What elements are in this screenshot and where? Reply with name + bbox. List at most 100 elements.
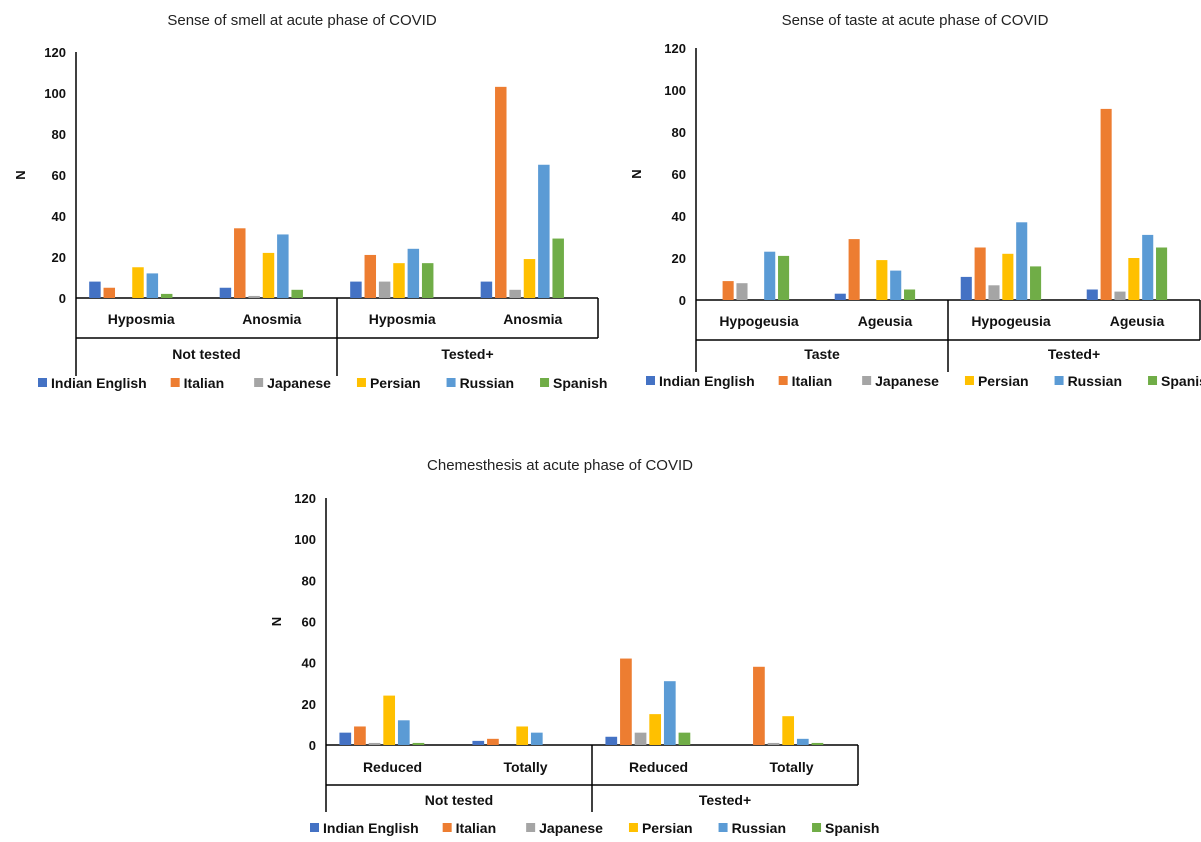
bar [364, 254, 377, 298]
x-group-label: Tested+ [441, 346, 493, 362]
bar [904, 289, 916, 300]
legend-swatch [862, 376, 872, 385]
legend-label: Spanish [825, 820, 879, 836]
y-axis-label: N [269, 617, 284, 626]
y-tick-label: 80 [672, 125, 686, 140]
legend: Indian English Italian Japanese Persian Russ… [646, 373, 1201, 389]
legend-label: Persian [978, 373, 1029, 389]
bar [495, 86, 507, 298]
y-tick-label: 60 [52, 168, 66, 183]
chart-title: Chemesthesis at acute phase of COVID [427, 457, 693, 474]
bar [509, 289, 521, 298]
legend-swatch [170, 378, 180, 387]
bar [753, 666, 765, 745]
legend-swatch [446, 378, 456, 387]
x-tick-label: Reduced [363, 759, 422, 775]
legend-swatch [718, 823, 728, 832]
bar [146, 273, 159, 298]
legend-swatch [1148, 376, 1158, 385]
chart-2: Sense of taste at acute phase of COVID 0 2… [629, 12, 1201, 389]
bar [368, 742, 381, 745]
bar [397, 720, 410, 745]
bar [1030, 266, 1042, 300]
bar [848, 239, 860, 300]
legend-swatch [778, 376, 788, 385]
y-tick-label: 0 [679, 293, 686, 308]
y-tick-label: 80 [302, 573, 316, 588]
legend-label: Persian [370, 375, 421, 391]
bar [974, 247, 986, 300]
bar [160, 293, 173, 298]
bar [834, 293, 846, 300]
x-group-label: Tested+ [699, 792, 751, 808]
x-group-label: Taste [804, 346, 840, 362]
bar [778, 255, 790, 300]
legend-label: Indian English [51, 375, 147, 391]
bar [480, 281, 493, 298]
x-group-label: Not tested [425, 792, 493, 808]
bar [421, 263, 434, 298]
legend-label: Japanese [875, 373, 939, 389]
bar [277, 234, 289, 298]
y-tick-label: 120 [44, 45, 66, 60]
legend-label: Spanish [1161, 373, 1201, 389]
bar [767, 742, 780, 745]
bar [523, 259, 536, 298]
bar [764, 251, 776, 300]
y-tick-label: 20 [672, 251, 686, 266]
x-tick-label: Hypogeusia [719, 313, 799, 329]
bar [516, 726, 529, 745]
bar [378, 281, 391, 298]
bar [472, 740, 485, 745]
x-group-label: Not tested [172, 346, 240, 362]
bar [678, 732, 691, 745]
bar [383, 695, 396, 745]
bar [988, 285, 1000, 300]
bar [132, 267, 144, 298]
chart-3: Chemesthesis at acute phase of COVID 0 20 4… [269, 457, 880, 836]
y-tick-label: 20 [302, 697, 316, 712]
x-tick-label: Ageusia [1110, 313, 1165, 329]
x-group-label: Tested+ [1048, 346, 1100, 362]
bar [796, 738, 809, 745]
legend-swatch [38, 378, 47, 387]
bar [552, 238, 564, 298]
bar [248, 295, 260, 298]
bar [339, 732, 352, 745]
legend-label: Italian [184, 375, 224, 391]
y-tick-label: 40 [302, 656, 316, 671]
legend-swatch [356, 378, 366, 387]
x-tick-label: Anosmia [242, 311, 301, 327]
legend-label: Russian [1068, 373, 1122, 389]
bar [103, 287, 116, 298]
x-tick-label: Hyposmia [108, 311, 175, 327]
legend-label: Japanese [539, 820, 603, 836]
bar [876, 260, 888, 300]
x-tick-label: Ageusia [858, 313, 913, 329]
bar [354, 726, 366, 745]
bar [1002, 253, 1014, 300]
bar [722, 281, 734, 300]
legend-label: Italian [792, 373, 832, 389]
chart-1: Sense of smell at acute phase of COVID 0 2… [13, 12, 608, 391]
bar [890, 270, 902, 300]
x-tick-label: Hyposmia [369, 311, 436, 327]
legend-label: Italian [456, 820, 496, 836]
y-tick-label: 0 [59, 291, 66, 306]
bar [960, 276, 972, 300]
legend: Indian English Italian Japanese Persian Russ… [310, 820, 880, 836]
bar [350, 281, 362, 298]
legend-label: Russian [460, 375, 514, 391]
y-tick-label: 80 [52, 127, 66, 142]
y-tick-label: 120 [664, 41, 686, 56]
bar [89, 281, 101, 298]
x-tick-label: Anosmia [503, 311, 562, 327]
y-tick-label: 100 [294, 532, 316, 547]
x-tick-label: Totally [503, 759, 547, 775]
legend-swatch [254, 378, 264, 387]
legend-swatch [1054, 376, 1064, 385]
bar [530, 732, 543, 745]
legend-swatch [526, 823, 536, 832]
chart-title: Sense of smell at acute phase of COVID [167, 12, 436, 29]
